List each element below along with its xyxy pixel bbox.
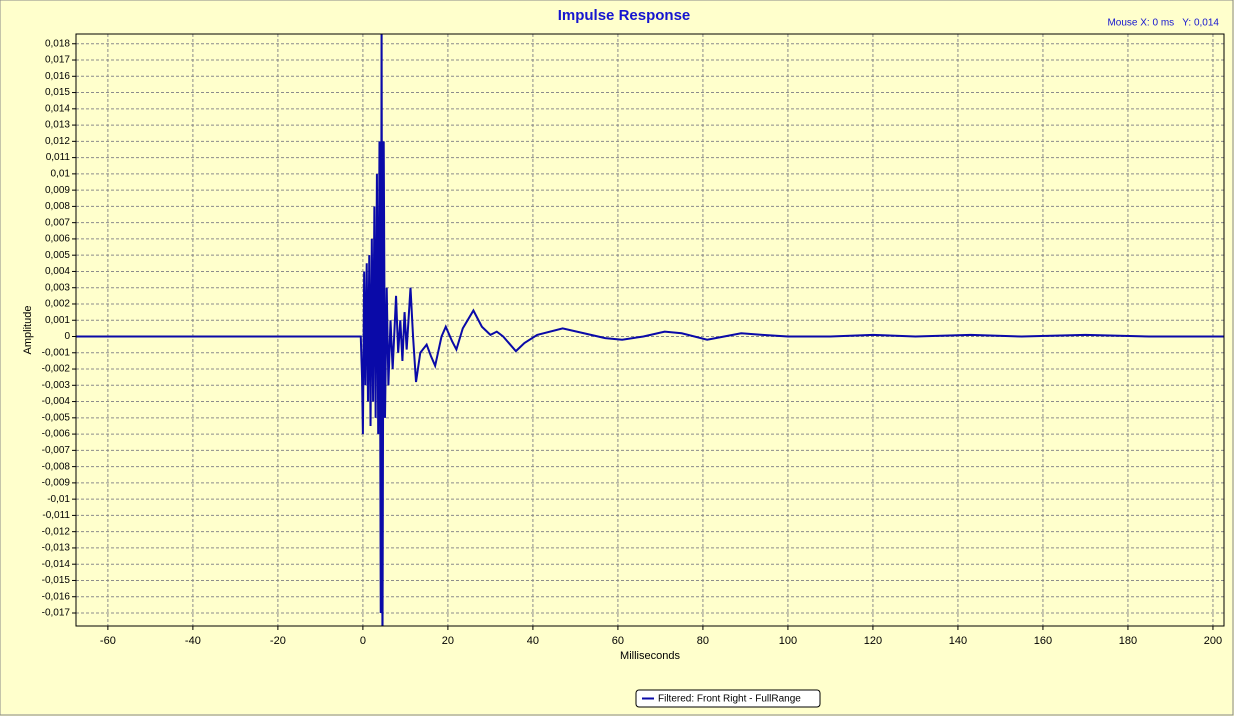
x-tick-label: 100	[779, 635, 797, 647]
y-tick-label: 0,016	[45, 71, 70, 82]
x-tick-label: 160	[1034, 635, 1052, 647]
x-tick-label: 140	[949, 635, 967, 647]
x-tick-label: -40	[185, 635, 201, 647]
y-tick-label: -0,002	[42, 364, 71, 375]
y-tick-label: 0,013	[45, 120, 70, 131]
x-tick-label: 120	[864, 635, 882, 647]
y-tick-label: 0,011	[46, 152, 71, 163]
y-tick-label: 0,012	[45, 136, 70, 147]
y-tick-label: -0,014	[42, 559, 71, 570]
x-tick-label: 0	[360, 635, 366, 647]
x-tick-label: 80	[697, 635, 709, 647]
x-tick-label: 180	[1119, 635, 1137, 647]
y-tick-label: -0,016	[42, 591, 71, 602]
plot-frame	[75, 33, 1225, 627]
y-tick-label: -0,015	[42, 575, 71, 586]
y-tick-label: -0,01	[47, 494, 70, 505]
y-tick-label: 0,018	[45, 38, 70, 49]
y-tick-label: -0,013	[42, 543, 71, 554]
y-tick-label: 0,001	[45, 315, 70, 326]
y-tick-label: -0,005	[42, 412, 71, 423]
y-tick-label: 0,008	[45, 201, 70, 212]
y-tick-label: -0,008	[42, 461, 71, 472]
y-tick-label: 0,007	[45, 217, 70, 228]
y-tick-label: -0,007	[42, 445, 71, 456]
y-tick-label: 0,004	[45, 266, 70, 277]
y-tick-label: -0,006	[42, 429, 71, 440]
legend-label: Filtered: Front Right - FullRange	[658, 694, 801, 705]
x-tick-label: 200	[1204, 635, 1222, 647]
y-tick-label: 0	[64, 331, 70, 342]
y-tick-label: 0,01	[51, 169, 71, 180]
x-tick-label: -60	[100, 635, 116, 647]
y-tick-label: 0,009	[45, 185, 70, 196]
legend: Filtered: Front Right - FullRange	[635, 689, 821, 708]
y-tick-label: 0,005	[45, 250, 70, 261]
y-tick-label: -0,009	[42, 478, 71, 489]
y-tick-label: -0,001	[42, 347, 71, 358]
y-tick-label: 0,017	[45, 55, 70, 66]
legend-box	[635, 689, 821, 708]
y-axis-label: Amplitude	[22, 306, 34, 355]
data-line	[76, 34, 1224, 626]
y-tick-label: -0,004	[42, 396, 71, 407]
x-tick-label: -20	[270, 635, 286, 647]
x-axis-label: Milliseconds	[620, 650, 680, 662]
mouse-readout: Mouse X: 0 ms Y: 0,014	[1107, 18, 1219, 29]
x-tick-label: 40	[527, 635, 539, 647]
y-tick-label: 0,002	[45, 299, 70, 310]
chart-title: Impulse Response	[558, 7, 691, 24]
x-tick-label: 60	[612, 635, 624, 647]
y-tick-label: -0,012	[42, 526, 71, 537]
plot-area	[76, 34, 1224, 626]
x-tick-label: 20	[442, 635, 454, 647]
y-tick-label: -0,003	[42, 380, 71, 391]
y-tick-label: 0,003	[45, 282, 70, 293]
y-tick-label: 0,015	[45, 87, 70, 98]
y-tick-label: 0,014	[45, 103, 70, 114]
y-tick-label: 0,006	[45, 234, 70, 245]
y-tick-label: -0,017	[42, 608, 71, 619]
y-tick-label: -0,011	[42, 510, 70, 521]
